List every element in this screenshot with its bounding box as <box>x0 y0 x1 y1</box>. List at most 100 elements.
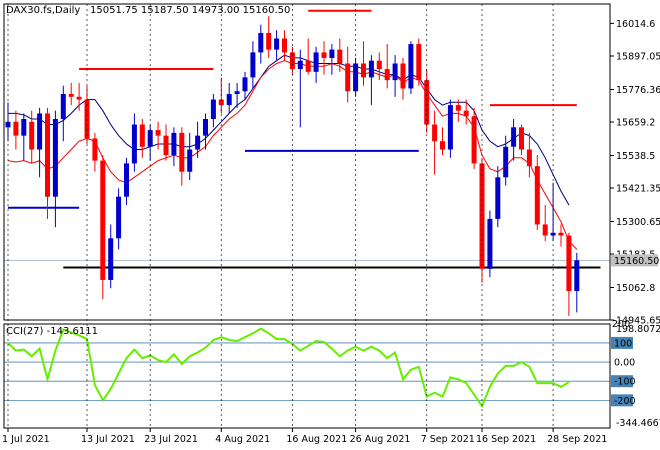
time-tick-label: 16 Sep 2021 <box>476 434 536 445</box>
candle-body <box>155 130 161 136</box>
axes: 16014.6 15897.05 15776.36 15659.2 15538.5 154… <box>2 3 660 445</box>
candle-body <box>297 60 303 70</box>
candle-body <box>60 94 66 119</box>
candle-body <box>416 44 422 81</box>
price-tick-label: 15062.8 <box>616 283 655 294</box>
cci-line <box>7 327 570 409</box>
candle-body <box>558 232 564 236</box>
candle-body <box>487 218 493 269</box>
candle-body <box>495 177 501 219</box>
price-tick-label: 15659.2 <box>616 117 655 128</box>
cci-scale-tag: 200 <box>612 319 630 330</box>
last-price-label: 15160.50 <box>614 256 659 267</box>
candle-body <box>250 52 256 78</box>
candle-body <box>116 196 122 239</box>
candle-body <box>242 77 248 92</box>
candle-body <box>147 130 153 147</box>
candle-body <box>432 124 438 142</box>
candle-body <box>100 160 106 280</box>
candle-body <box>226 94 232 106</box>
candle-body <box>368 60 374 78</box>
cci-pane-frame <box>3 323 611 429</box>
cci-level-label: 100 <box>614 338 632 349</box>
main-price-pane[interactable] <box>4 9 610 317</box>
candle-body <box>305 60 311 72</box>
candle-body <box>21 118 27 136</box>
cci-level-tag <box>611 336 633 349</box>
candle-body <box>218 99 224 106</box>
time-tick-label: 26 Aug 2021 <box>350 434 411 445</box>
candle-body <box>179 132 185 172</box>
candle-body <box>337 49 343 64</box>
cci-level-label: -200 <box>614 396 636 407</box>
candle-body <box>503 146 509 178</box>
time-tick-label: 28 Sep 2021 <box>547 434 607 445</box>
candle-body <box>171 132 177 156</box>
candle-body <box>534 166 540 225</box>
chart-ohlc-readout: 15051.75 15187.50 14973.00 15160.50 <box>90 5 290 16</box>
candle-body <box>131 124 137 164</box>
candle-body <box>542 224 548 236</box>
candle-body <box>526 149 532 167</box>
time-tick-label: 13 Jul 2021 <box>81 434 135 445</box>
candle-body <box>203 118 208 136</box>
candle-body <box>424 80 430 125</box>
last-price-tag <box>611 254 658 267</box>
candle-body <box>519 127 524 150</box>
candle-body <box>329 49 335 58</box>
candle-body <box>108 238 114 280</box>
candle-body <box>471 116 477 164</box>
candle-body <box>210 99 216 119</box>
candle-body <box>195 135 201 150</box>
chart-symbol-title: DAX30.fs,Daily <box>6 5 80 16</box>
price-tick-label: 16014.6 <box>616 19 655 30</box>
candle-body <box>447 105 453 150</box>
price-tick-label: 15897.05 <box>616 51 660 62</box>
candle-body <box>345 63 351 92</box>
candle-body <box>13 121 19 136</box>
cci-level-tag <box>611 375 633 388</box>
cci-label: CCI(27) -143.6111 <box>6 326 98 337</box>
price-tick-label: 15776.36 <box>616 85 660 96</box>
price-tick-label: 14945.65 <box>616 316 660 327</box>
candle-body <box>92 138 98 161</box>
price-tick-label: 15538.5 <box>616 151 655 162</box>
time-tick-label: 4 Aug 2021 <box>215 434 270 445</box>
time-tick-label: 16 Aug 2021 <box>286 434 347 445</box>
candle-body <box>408 44 414 89</box>
candle-body <box>400 63 406 89</box>
cci-range-bottom: -344.4667 <box>616 418 660 429</box>
candle-body <box>376 60 382 70</box>
candle-body <box>37 113 43 150</box>
candle-body <box>45 113 50 197</box>
candle-body <box>234 91 240 95</box>
candle-body <box>84 99 90 139</box>
candle-body <box>29 121 35 150</box>
candle-body <box>353 63 359 92</box>
price-tick-label: 15421.35 <box>616 183 660 194</box>
candle-body <box>68 94 74 97</box>
candle-body <box>392 63 398 81</box>
candle-body <box>463 110 469 117</box>
candle-body <box>511 127 517 147</box>
cci-indicator-pane[interactable] <box>4 327 610 409</box>
candle-body <box>52 118 58 197</box>
cci-range-top: 198.8072 <box>616 324 660 335</box>
candle-body <box>139 124 145 147</box>
candle-body <box>455 105 461 111</box>
cci-level-label: 0.00 <box>614 358 635 369</box>
candle-body <box>361 63 366 78</box>
main-pane-frame <box>3 3 611 321</box>
slow-moving-average-line <box>8 54 570 206</box>
candle-body <box>479 163 485 269</box>
cci-level-tag <box>611 394 633 407</box>
candle-body <box>258 32 264 53</box>
candle-body <box>124 163 129 197</box>
price-tick-label: 15300.65 <box>616 217 660 228</box>
candle-body <box>566 235 572 292</box>
candle-body <box>274 38 280 50</box>
candle-body <box>282 38 287 53</box>
candle-body <box>321 52 327 58</box>
time-tick-label: 23 Jul 2021 <box>144 434 198 445</box>
